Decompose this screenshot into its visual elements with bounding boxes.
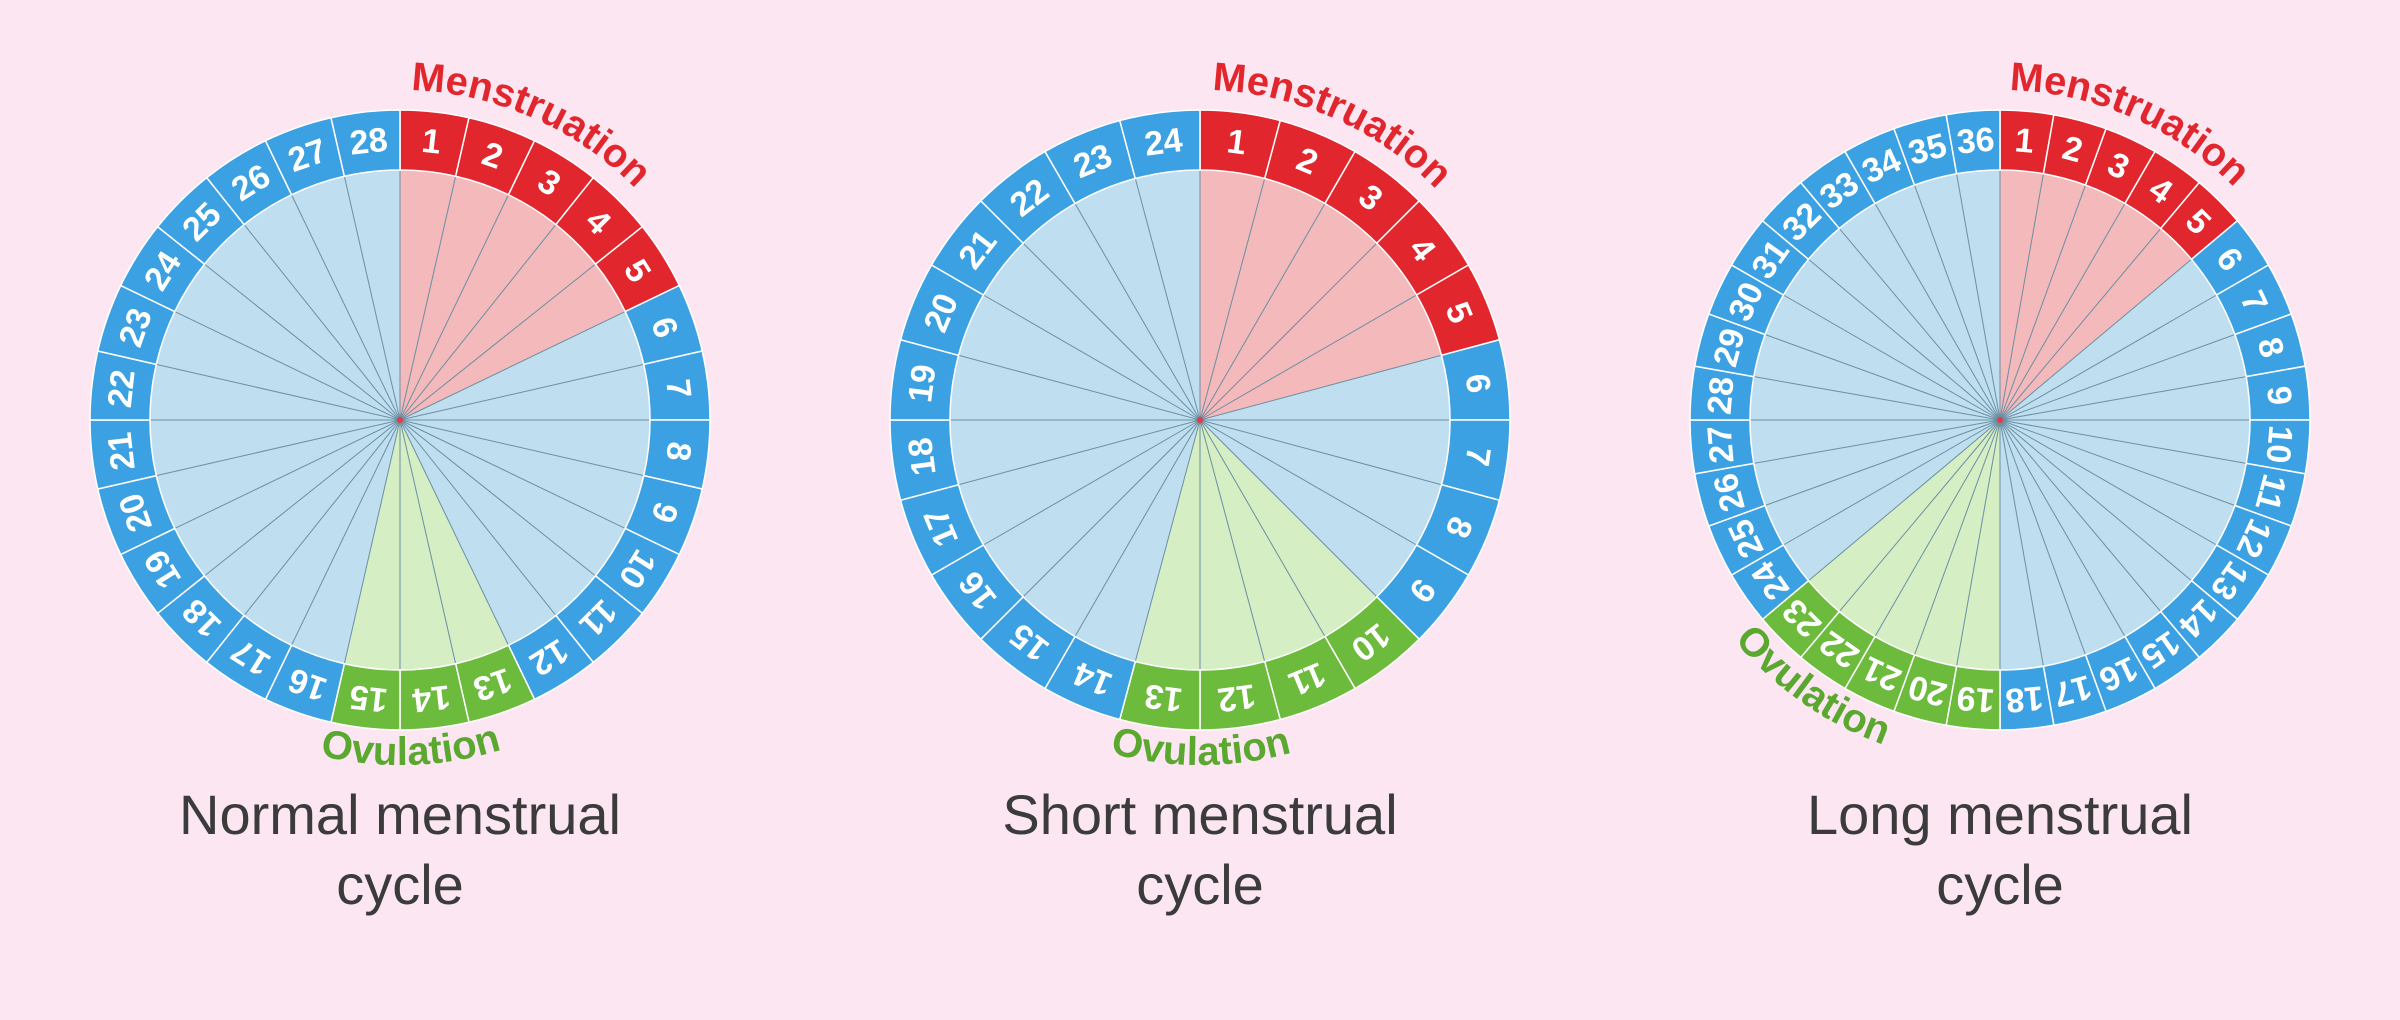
infographic-stage: 1234567891011121314151617181920212223242… bbox=[0, 0, 2400, 1020]
day-number-28: 28 bbox=[348, 121, 390, 163]
day-number-9: 9 bbox=[2259, 385, 2299, 407]
day-number-24: 24 bbox=[1142, 121, 1185, 164]
day-number-10: 10 bbox=[2258, 424, 2299, 465]
chart-caption-short: Short menstrualcycle bbox=[1002, 780, 1397, 920]
day-number-22: 22 bbox=[101, 368, 143, 410]
day-number-36: 36 bbox=[1955, 120, 1996, 161]
day-number-27: 27 bbox=[1700, 424, 1741, 465]
day-number-12: 12 bbox=[1215, 676, 1257, 719]
chart-caption-long: Long menstrualcycle bbox=[1807, 780, 2193, 920]
day-number-18: 18 bbox=[2004, 678, 2045, 719]
day-number-15: 15 bbox=[348, 677, 390, 719]
cycle-chart-long: 1234567891011121314151617181920212223242… bbox=[1600, 0, 2400, 1020]
cycle-wheel-short: 123456789101112131415161718192021222324M… bbox=[800, 0, 1600, 800]
center-dot bbox=[397, 417, 403, 423]
day-number-19: 19 bbox=[1955, 678, 1996, 719]
day-number-1: 1 bbox=[2013, 121, 2035, 161]
day-number-18: 18 bbox=[901, 435, 944, 477]
cycle-chart-short: 123456789101112131415161718192021222324M… bbox=[800, 0, 1600, 1020]
day-number-28: 28 bbox=[1700, 375, 1741, 416]
cycle-wheel-normal: 1234567891011121314151617181920212223242… bbox=[0, 0, 800, 800]
day-number-19: 19 bbox=[901, 362, 944, 404]
center-dot bbox=[1997, 417, 2003, 423]
center-dot bbox=[1197, 417, 1203, 423]
cycle-chart-normal: 1234567891011121314151617181920212223242… bbox=[0, 0, 800, 1020]
chart-caption-normal: Normal menstrualcycle bbox=[179, 780, 621, 920]
day-number-13: 13 bbox=[1142, 676, 1184, 719]
day-number-14: 14 bbox=[410, 677, 452, 719]
day-number-21: 21 bbox=[101, 430, 143, 472]
cycle-wheel-long: 1234567891011121314151617181920212223242… bbox=[1600, 0, 2400, 800]
